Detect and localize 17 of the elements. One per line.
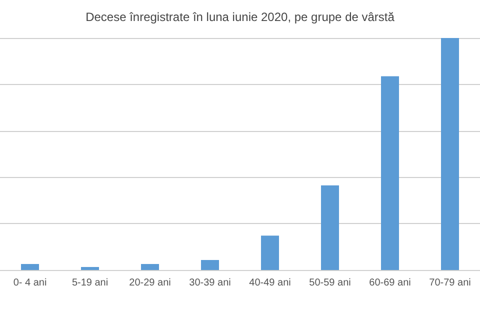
x-tick-label: 30-39 ani: [189, 278, 231, 288]
x-tick-label: 50-59 ani: [309, 278, 351, 288]
bar: [381, 76, 399, 270]
x-tick-label: 40-49 ani: [249, 278, 291, 288]
bar: [261, 236, 279, 270]
bar: [321, 185, 339, 270]
chart-title: Decese înregistrate în luna iunie 2020, pe grupe de vârstă: [86, 10, 395, 24]
x-tick-label: 20-29 ani: [129, 278, 171, 288]
x-tick-label: 0- 4 ani: [13, 278, 47, 288]
x-tick-label: 5-19 ani: [72, 278, 108, 288]
bar: [81, 266, 99, 270]
bar: [141, 264, 159, 270]
bar: [441, 38, 459, 270]
x-tick-label: 60-69 ani: [369, 278, 411, 288]
bar: [201, 260, 219, 270]
x-tick-label: 70-79 ani: [429, 278, 471, 288]
bar: [21, 264, 39, 270]
